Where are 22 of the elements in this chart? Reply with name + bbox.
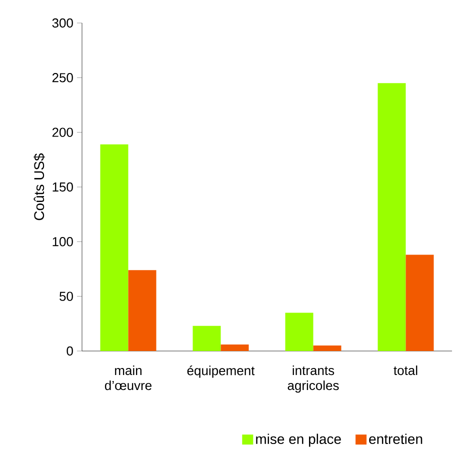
legend-label: entretien: [369, 434, 422, 444]
bar: [313, 346, 342, 351]
bar: [128, 270, 156, 351]
x-tick-label: main d’œuvre: [104, 366, 152, 390]
y-tick-label: 200: [52, 128, 73, 137]
y-tick-label: 300: [52, 18, 73, 28]
y-tick-label: 0: [66, 346, 73, 356]
bar: [192, 326, 221, 351]
y-tick-label: 100: [52, 237, 73, 246]
bar: [100, 144, 128, 351]
bar: [285, 312, 314, 351]
x-tick-label: total: [394, 366, 418, 376]
bar: [378, 83, 406, 351]
x-tick-label: équipement: [187, 366, 255, 378]
x-tick-label: intrants agricoles: [288, 366, 339, 393]
y-axis-title: Coûts US$: [34, 153, 45, 220]
y-tick-label: 50: [60, 292, 73, 301]
bar: [220, 344, 249, 351]
y-tick-label: 250: [52, 73, 73, 82]
y-tick-label: 150: [52, 182, 73, 192]
bar: [406, 254, 434, 351]
legend-label: mise en place: [256, 434, 341, 447]
